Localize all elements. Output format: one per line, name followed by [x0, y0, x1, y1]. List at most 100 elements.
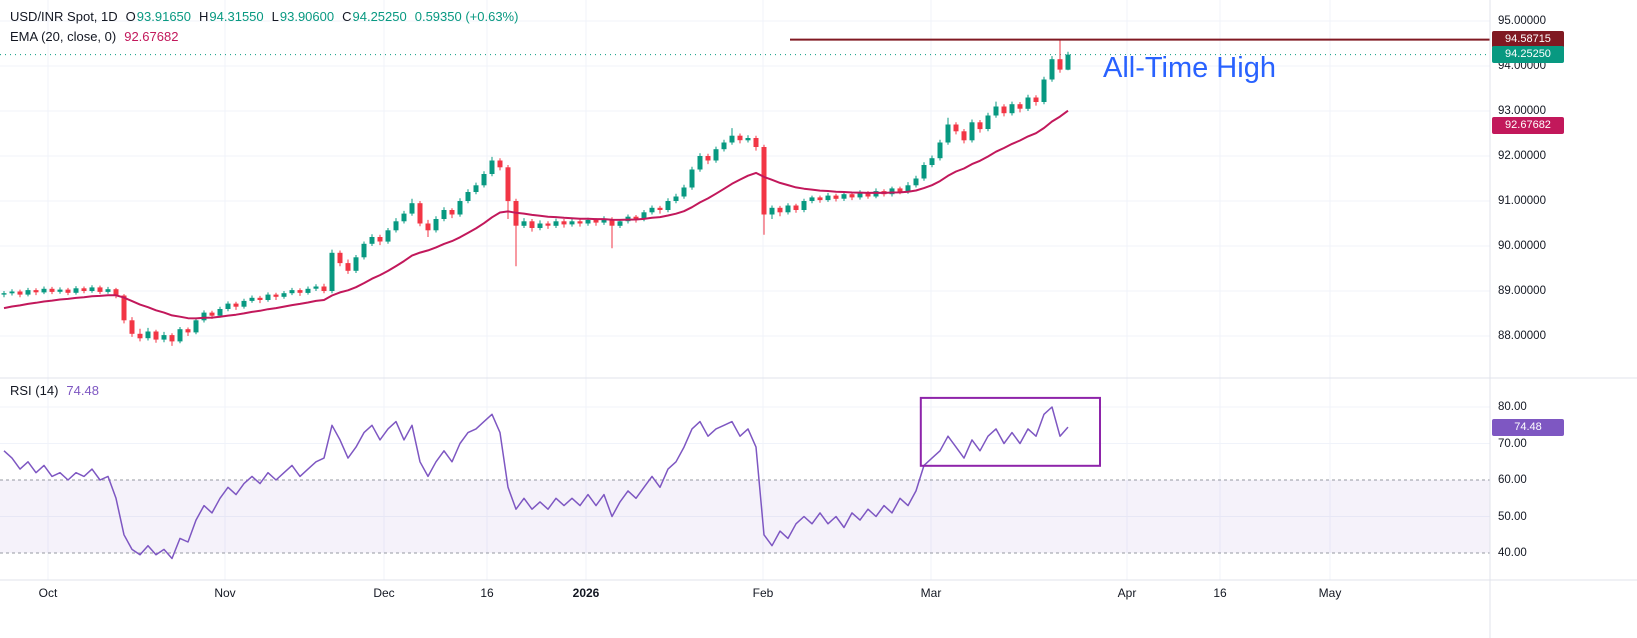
- candle-body: [9, 291, 15, 294]
- candle-body: [193, 320, 199, 333]
- candle-body: [529, 221, 535, 228]
- candle-body: [297, 290, 303, 293]
- candle-body: [465, 192, 471, 201]
- candle-body: [921, 165, 927, 179]
- rsi-legend[interactable]: RSI (14) 74.48: [10, 381, 99, 401]
- candle-body: [961, 131, 967, 141]
- candle-body: [737, 135, 743, 141]
- candle-body: [1017, 104, 1023, 109]
- symbol-title: USD/INR Spot, 1D: [10, 9, 118, 24]
- candle-body: [401, 213, 407, 222]
- candle-body: [457, 201, 463, 215]
- candle-body: [729, 135, 735, 143]
- candle-body: [473, 185, 479, 192]
- candle-body: [209, 312, 215, 316]
- low-label: L: [271, 9, 279, 24]
- candle-body: [993, 106, 999, 116]
- candle-body: [273, 294, 279, 297]
- candle-body: [353, 257, 359, 271]
- candle-body: [17, 291, 23, 295]
- candle-body: [105, 289, 111, 292]
- candle-body: [265, 294, 271, 300]
- candle-body: [1057, 59, 1063, 70]
- candle-body: [281, 293, 287, 297]
- candle-body: [1025, 97, 1031, 109]
- candle-body: [145, 331, 151, 339]
- candle-body: [41, 288, 47, 293]
- candle-body: [441, 210, 447, 219]
- candle-body: [49, 288, 55, 292]
- candle-body: [313, 286, 319, 289]
- candle-body: [609, 219, 615, 226]
- close-value-group: C94.25250: [342, 7, 407, 27]
- candle-body: [113, 289, 119, 296]
- change-value: 0.59350 (+0.63%): [414, 9, 519, 24]
- candle-body: [929, 158, 935, 165]
- rsi-box-annotation[interactable]: [919, 396, 1101, 467]
- candle-body: [393, 221, 399, 231]
- candle-body: [689, 169, 695, 188]
- candle-body: [769, 207, 775, 215]
- candle-body: [585, 219, 591, 224]
- candle-body: [417, 203, 423, 224]
- candle-body: [1065, 54, 1071, 70]
- candle-body: [641, 212, 647, 220]
- candle-body: [969, 122, 975, 141]
- candle-body: [945, 124, 951, 143]
- ema-indicator-row[interactable]: EMA (20, close, 0) 92.67682: [10, 27, 518, 47]
- candle-body: [601, 219, 607, 223]
- candle-body: [809, 197, 815, 201]
- candle-body: [1, 293, 7, 295]
- candle-body: [97, 287, 103, 292]
- candle-body: [1049, 59, 1055, 80]
- candle-body: [481, 174, 487, 186]
- candle-body: [793, 205, 799, 210]
- candle-body: [833, 195, 839, 199]
- candle-body: [913, 178, 919, 186]
- candle-body: [433, 219, 439, 231]
- candle-body: [225, 303, 231, 309]
- candle-body: [953, 124, 959, 132]
- candle-body: [697, 156, 703, 170]
- rsi-value-badge: 74.48: [1492, 419, 1564, 436]
- candle-body: [889, 188, 895, 195]
- candle-body: [713, 149, 719, 161]
- candle-body: [321, 286, 327, 291]
- candle-body: [785, 205, 791, 213]
- candle-body: [489, 160, 495, 174]
- candle-body: [385, 230, 391, 242]
- candle-body: [577, 221, 583, 224]
- ath-price-badge: 94.58715: [1492, 31, 1564, 48]
- candle-body: [937, 142, 943, 159]
- candle-body: [137, 333, 143, 339]
- candle-body: [593, 219, 599, 223]
- close-label: C: [342, 9, 352, 24]
- candle-body: [337, 252, 343, 264]
- candle-body: [657, 207, 663, 210]
- close-value: 94.25250: [352, 9, 407, 24]
- candle-body: [665, 201, 671, 210]
- candle-body: [497, 160, 503, 168]
- all-time-high-text-annotation[interactable]: All-Time High: [1103, 52, 1276, 84]
- low-value-group: L93.90600: [272, 7, 334, 27]
- candle-body: [745, 138, 751, 141]
- candle-body: [681, 187, 687, 197]
- candle-body: [233, 303, 239, 307]
- candle-body: [81, 288, 87, 291]
- candle-body: [185, 329, 191, 333]
- candle-body: [897, 188, 903, 192]
- rsi-value: 74.48: [66, 383, 99, 398]
- candle-body: [1033, 97, 1039, 102]
- candle-body: [537, 223, 543, 228]
- candle-body: [121, 295, 127, 321]
- ema-value-badge: 92.67682: [1492, 117, 1564, 134]
- rsi-line: [3, 406, 1069, 560]
- candle-body: [289, 290, 295, 294]
- candle-body: [329, 252, 335, 291]
- candle-body: [849, 194, 855, 198]
- symbol-legend: USD/INR Spot, 1D O93.91650 H94.31550 L93…: [10, 7, 518, 47]
- ohlc-row: USD/INR Spot, 1D O93.91650 H94.31550 L93…: [10, 7, 518, 27]
- candle-body: [553, 221, 559, 226]
